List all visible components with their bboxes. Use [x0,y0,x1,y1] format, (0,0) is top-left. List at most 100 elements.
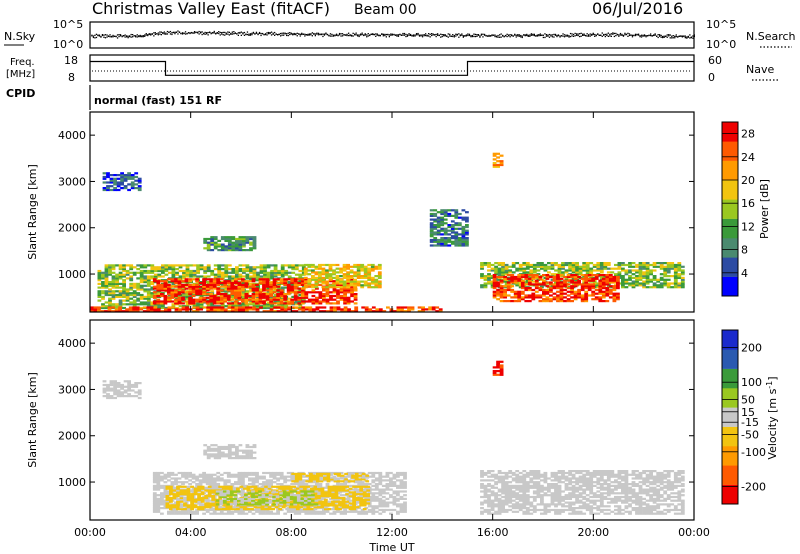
power-cells-cell [242,249,246,252]
noise-search-point [224,34,226,36]
noise-search-point [594,35,596,37]
power-cells-cell [492,296,497,299]
power-cells-cell [645,269,650,272]
noise-search-point [585,35,587,37]
power-cells-cell [616,296,620,299]
power-cells-cell [188,293,192,296]
vel-cells-cell [234,510,238,513]
power-cells-cell [531,296,536,299]
power-cells-cell [349,276,354,279]
power-cells-cell [212,300,217,303]
vel-cells-cell [212,483,217,486]
power-cells-cell [307,278,312,281]
power-cells-cell [125,295,130,298]
noise-search-point [434,34,436,36]
power-cells-cell [238,306,242,309]
power-cells-cell [161,271,165,274]
noise-search-point [376,34,378,36]
power-cells-cell [109,177,114,180]
noise-sky-point [447,33,449,35]
power-cells-cell [227,249,232,252]
noise-sky-point [518,34,520,36]
power-cells-cell [280,306,285,309]
power-cells-cell [670,275,675,278]
power-cells-cell [120,174,124,177]
power-cells-cell [332,276,336,279]
power-cells-cell [638,269,643,272]
power-cells-cell [234,300,238,303]
power-cells-cell [346,286,350,289]
power-cells-cell [283,310,288,313]
noise-sky-point [594,33,596,36]
power-cells-cell [146,275,151,278]
power-cells-cell [433,209,438,212]
noise-sky-point [640,34,643,36]
vel-cells-cell [174,481,178,484]
power-cells-cell [272,280,277,283]
power-cells-cell [283,302,288,305]
noise-search-point [384,33,386,36]
power-cells-cell [328,286,333,289]
power-cells-cell [343,293,347,296]
power-cells-cell [642,267,646,270]
power-cells-cell [195,280,199,283]
power-cells-cell [101,292,105,295]
power-cells-cell [108,305,112,308]
power-cells-cell [431,308,436,311]
power-cells-cell [524,275,529,279]
power-cells-cell [262,289,266,292]
power-cells-cell [136,264,141,267]
power-cells-cell [601,300,606,303]
power-cells-cell [666,278,671,281]
power-cells-cell [143,284,148,287]
power-cells-cell [283,296,288,299]
noise-search-point [678,35,680,37]
power-cells-cell [543,269,548,272]
power-cells-cell [501,273,505,276]
noise-search-point [228,34,230,36]
power-cells-cell [150,277,155,280]
power-cells-cell [104,273,109,276]
power-cells-cell [167,308,172,311]
power-cells-cell [571,269,576,272]
vel-cells-cell [163,501,168,504]
power-cells-cell [568,269,572,272]
vel-cells-cell [258,477,263,480]
noise-sky-point [408,33,410,35]
power-cells-cell [287,275,292,278]
power-cells-cell [566,287,571,290]
noise-search-point [258,32,261,34]
power-cells-cell [350,291,354,294]
power-cells-cell [308,306,313,309]
power-cells-cell [663,267,668,270]
power-cells-cell [594,277,599,280]
power-cells-cell [356,280,361,283]
power-cells-cell [382,310,387,313]
power-cells-cell [642,263,646,267]
noise-search-point [304,35,306,37]
power-cells-cell [483,278,488,281]
vel-cells-cell [152,473,157,476]
power-cells-cell [115,279,119,282]
power-cells-cell [115,305,119,308]
power-cells-cell [130,185,135,188]
noise-search-point [272,33,274,35]
power-cells-cell [480,267,484,270]
noise-search-point [165,33,167,35]
power-cells-cell [333,310,337,313]
noise-search-point [230,33,232,35]
vel-cells-cell [300,510,305,513]
power-cells-cell [220,249,225,252]
power-cells-cell [130,174,135,177]
noise-sky-point [692,35,694,37]
power-cells-cell [111,284,116,287]
noise-search-point [562,35,564,37]
power-cells-cell [280,269,285,273]
power-cells-cell [503,275,507,279]
power-cells-cell [153,275,158,278]
power-cells-cell [624,269,629,272]
power-cells-cell [542,279,546,282]
power-cells-cell [538,300,543,303]
power-cells-cell [134,179,139,182]
